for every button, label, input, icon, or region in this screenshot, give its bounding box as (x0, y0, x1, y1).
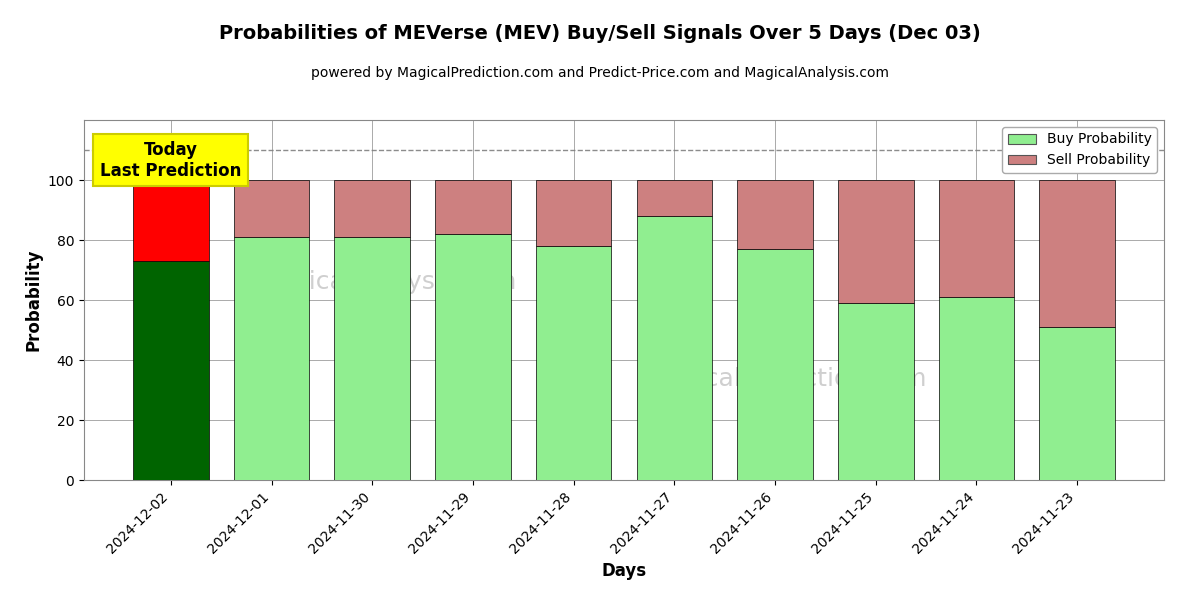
Bar (938, 180, 1014, 297)
Bar (234, 180, 310, 237)
Text: MagicalPrediction.com: MagicalPrediction.com (646, 367, 926, 391)
Bar (335, 180, 410, 237)
Bar (234, 237, 310, 480)
Bar (436, 180, 511, 234)
Text: powered by MagicalPrediction.com and Predict-Price.com and MagicalAnalysis.com: powered by MagicalPrediction.com and Pre… (311, 66, 889, 80)
Y-axis label: Probability: Probability (24, 249, 42, 351)
Text: MagicalAnalysis.com: MagicalAnalysis.com (257, 270, 516, 294)
Bar (737, 180, 812, 249)
Bar (335, 237, 410, 480)
Bar (737, 249, 812, 480)
Bar (1039, 327, 1115, 480)
Bar (938, 297, 1014, 480)
Bar (536, 180, 612, 246)
Text: Probabilities of MEVerse (MEV) Buy/Sell Signals Over 5 Days (Dec 03): Probabilities of MEVerse (MEV) Buy/Sell … (220, 24, 980, 43)
Text: Today
Last Prediction: Today Last Prediction (100, 141, 241, 180)
Bar (436, 234, 511, 480)
X-axis label: Days: Days (601, 562, 647, 580)
Bar (838, 303, 913, 480)
Bar (133, 180, 209, 261)
Bar (536, 246, 612, 480)
Bar (636, 180, 712, 216)
Bar (133, 261, 209, 480)
Bar (636, 216, 712, 480)
Bar (1039, 180, 1115, 327)
Bar (838, 180, 913, 303)
Legend: Buy Probability, Sell Probability: Buy Probability, Sell Probability (1002, 127, 1157, 173)
